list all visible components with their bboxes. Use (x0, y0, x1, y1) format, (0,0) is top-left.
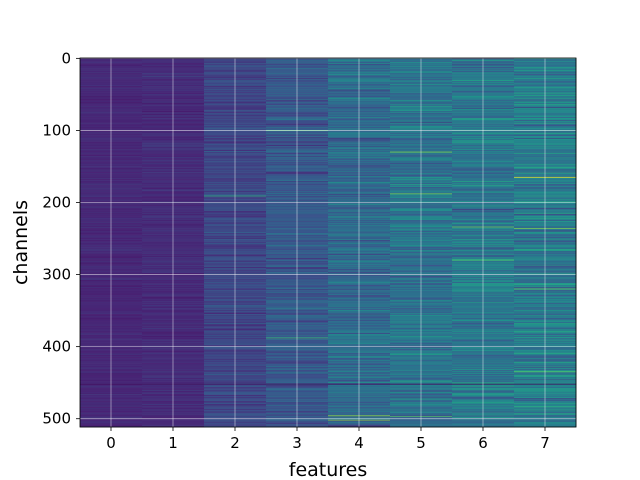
x-tick-label: 0 (106, 434, 116, 452)
grid-lines (80, 57, 576, 427)
y-tick-label: 200 (42, 194, 71, 212)
y-tick-label: 500 (42, 410, 71, 428)
x-tick-label: 2 (230, 434, 240, 452)
x-axis-label: features (289, 459, 368, 480)
x-tick-label: 6 (478, 434, 488, 452)
x-tick-label: 4 (354, 434, 364, 452)
y-tick-label: 0 (61, 49, 71, 67)
x-axis-ticks: 0 1 2 3 4 5 6 7 (106, 427, 550, 452)
y-axis-ticks: 0 100 200 300 400 500 (42, 49, 80, 428)
plot-area (80, 58, 577, 428)
x-tick-label: 3 (292, 434, 302, 452)
x-tick-label: 5 (416, 434, 426, 452)
y-tick-label: 100 (42, 121, 71, 139)
y-tick-label: 300 (42, 266, 71, 284)
plot-frame (79, 57, 577, 428)
y-tick-label: 400 (42, 338, 71, 356)
y-axis-label: channels (10, 200, 32, 285)
x-tick-label: 1 (168, 434, 178, 452)
x-tick-label: 7 (540, 434, 550, 452)
